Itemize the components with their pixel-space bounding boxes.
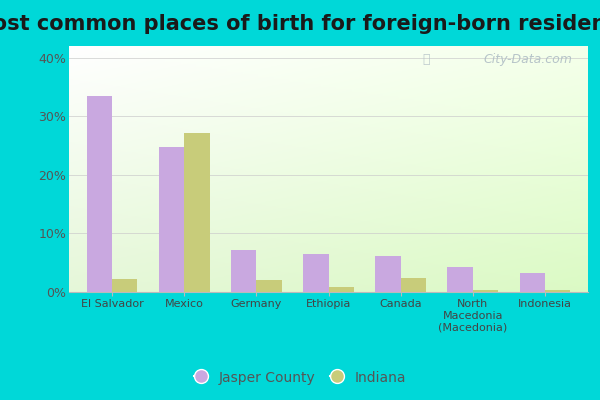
Text: ⓘ: ⓘ [422, 53, 430, 66]
Bar [87, 96, 112, 292]
Bar [184, 133, 209, 292]
Bar [376, 256, 401, 292]
Text: City-Data.com: City-Data.com [484, 53, 572, 66]
Bar [159, 147, 184, 292]
Text: Most common places of birth for foreign-born residents: Most common places of birth for foreign-… [0, 14, 600, 34]
Legend: Jasper County, Indiana: Jasper County, Indiana [190, 367, 410, 389]
Bar [448, 267, 473, 292]
Bar [231, 250, 256, 292]
Bar [256, 280, 281, 292]
Bar [520, 273, 545, 292]
Bar [473, 290, 498, 292]
Bar [303, 254, 329, 292]
Bar [401, 278, 426, 292]
Bar [112, 278, 137, 292]
Bar [545, 290, 570, 292]
Bar [329, 287, 354, 292]
